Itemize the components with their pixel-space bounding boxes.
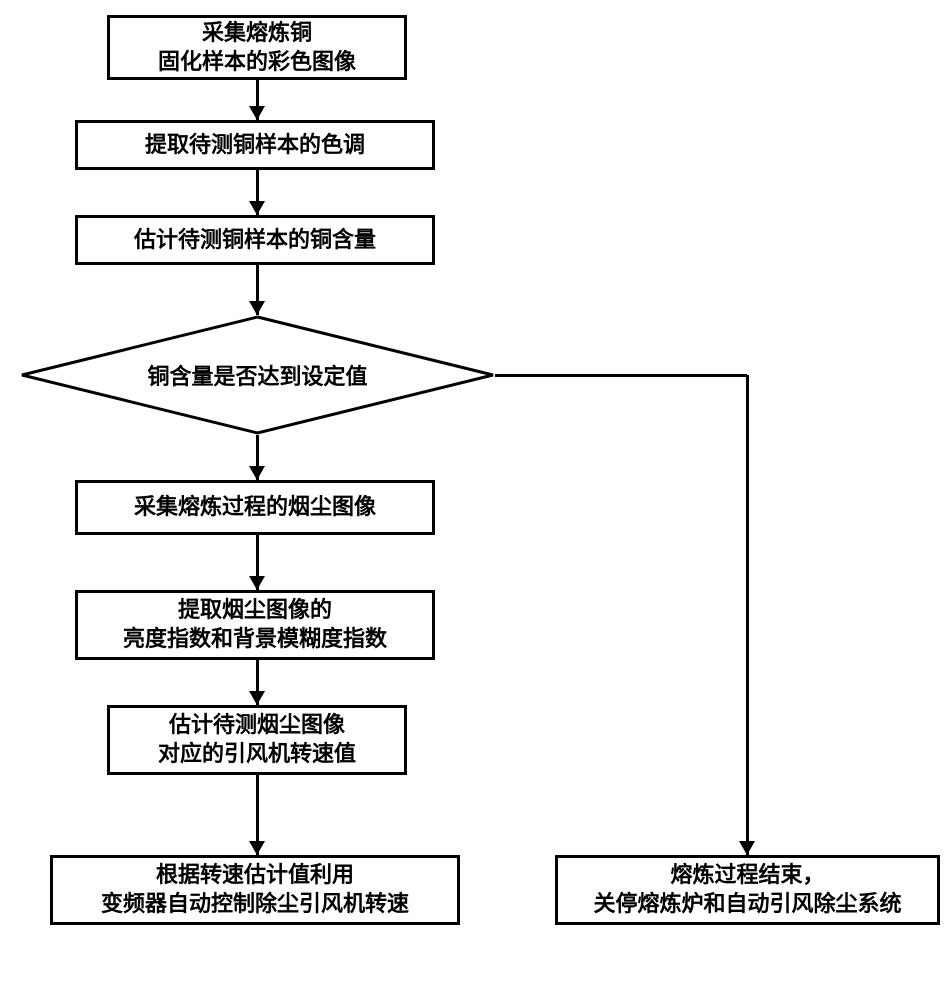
flowchart-container: 采集熔炼铜固化样本的彩色图像提取待测铜样本的色调估计待测铜样本的铜含量铜含量是否…	[0, 0, 951, 1000]
flowchart-decision-n4: 铜含量是否达到设定值	[20, 315, 495, 435]
flowchart-node-n2: 提取待测铜样本的色调	[75, 120, 435, 170]
edge-segment	[746, 375, 749, 855]
flowchart-node-n8: 根据转速估计值利用变频器自动控制除尘引风机转速	[50, 855, 460, 925]
flowchart-node-n5: 采集熔炼过程的烟尘图像	[75, 480, 435, 535]
node-label: 提取待测铜样本的色调	[145, 131, 365, 160]
edge-arrowhead	[249, 576, 265, 590]
edge-arrowhead	[249, 691, 265, 705]
edge-arrowhead	[249, 106, 265, 120]
node-label: 根据转速估计值利用变频器自动控制除尘引风机转速	[101, 861, 409, 918]
flowchart-node-n9: 熔炼过程结束，关停熔炼炉和自动引风除尘系统	[555, 855, 940, 925]
edge-arrowhead	[249, 201, 265, 215]
node-label: 铜含量是否达到设定值	[147, 359, 367, 391]
node-label: 熔炼过程结束，关停熔炼炉和自动引风除尘系统	[593, 861, 901, 918]
flowchart-node-n3: 估计待测铜样本的铜含量	[75, 215, 435, 265]
node-label: 估计待测烟尘图像对应的引风机转速值	[158, 711, 356, 768]
node-label: 估计待测铜样本的铜含量	[134, 226, 376, 255]
flowchart-node-n6: 提取烟尘图像的亮度指数和背景模糊度指数	[75, 590, 435, 660]
edge-segment	[495, 374, 747, 377]
node-label: 提取烟尘图像的亮度指数和背景模糊度指数	[123, 596, 387, 653]
node-label: 采集熔炼铜固化样本的彩色图像	[158, 19, 356, 76]
edge-arrowhead	[739, 841, 755, 855]
node-label: 采集熔炼过程的烟尘图像	[134, 493, 376, 522]
edge-arrowhead	[249, 466, 265, 480]
flowchart-node-n7: 估计待测烟尘图像对应的引风机转速值	[107, 705, 407, 775]
edge-arrowhead	[249, 841, 265, 855]
edge-arrowhead	[249, 301, 265, 315]
flowchart-node-n1: 采集熔炼铜固化样本的彩色图像	[107, 15, 407, 80]
